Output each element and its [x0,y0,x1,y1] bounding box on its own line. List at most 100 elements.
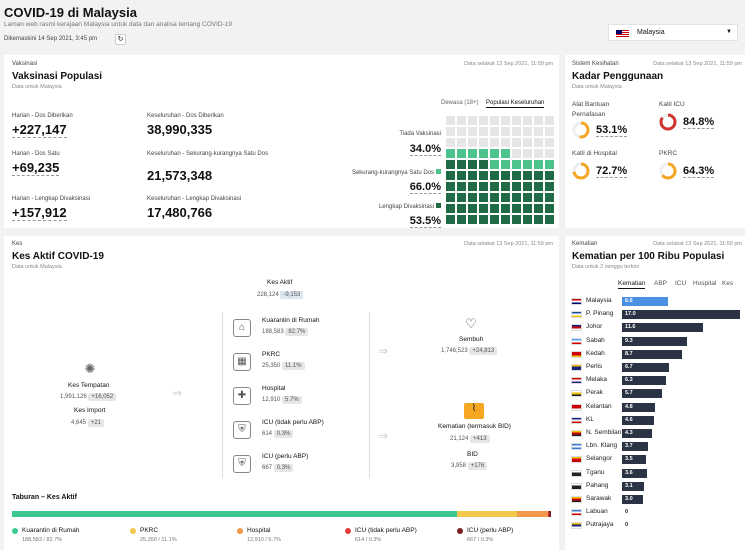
bid-delta: +176 [467,462,488,470]
waffle-cell [457,193,466,202]
local-cases-count: 1,991,126 [60,394,87,400]
utilization-ring-icon [572,121,590,139]
state-value: 4.8 [625,403,633,410]
state-value: 6.7 [625,364,633,370]
state-bar [622,442,648,452]
vaccination-waffle-grid [446,116,556,226]
state-flag-icon [571,364,582,371]
state-row[interactable]: Kelantan 4.8 [569,402,744,413]
state-row[interactable]: Pahang 3.1 [569,481,744,492]
state-row[interactable]: Perak 5.7 [569,388,744,399]
tab-hospital[interactable]: Hospital [693,280,717,287]
recovered-icon: ♡ [465,316,477,331]
deaths-icon: ⌇ [464,403,484,419]
state-row[interactable]: Johor 11.6 [569,322,744,333]
state-value: 3.7 [625,443,633,450]
tab-icu[interactable]: ICU [675,280,687,287]
deaths-label: Kematian (termasuk BID) [438,423,511,430]
deaths-value: 21,124 +413 [450,435,490,443]
tab-abp[interactable]: ABP [654,280,668,287]
legend-swatch-icon [436,169,441,174]
state-row[interactable]: N. Sembilan 4.3 [569,428,744,439]
tab-kematian[interactable]: Kematian [618,280,646,289]
waffle-cell [545,116,554,125]
state-row[interactable]: Putrajaya 0 [569,520,744,531]
category-count: 614 [262,431,273,437]
vaccination-stat-label: Harian - Dos Satu [12,151,60,157]
waffle-cell [446,182,455,191]
waffle-cell [490,182,499,191]
state-row[interactable]: P. Pinang 17.0 [569,309,744,320]
waffle-cell [523,149,532,158]
state-name: KL [586,415,594,423]
waffle-cell [534,171,543,180]
state-name: N. Sembilan [586,429,622,436]
state-row[interactable]: Sabah 9.3 [569,336,744,347]
waffle-cell [490,204,499,213]
legend-label: PKRC [140,527,159,534]
state-value: 0 [625,522,629,529]
tab-total-population[interactable]: Populasi Keseluruhan [486,100,545,108]
category-icon: ⛨ [233,455,251,473]
waffle-cell [545,204,554,213]
waffle-cell [534,160,543,169]
waffle-cell [457,171,466,180]
vaccination-stat-value: +157,912 [12,205,67,221]
state-name: Melaka [586,376,607,384]
deaths-card: Kematian Data selakat 13 Sep 2021, 11:59… [565,236,745,550]
state-row[interactable]: KL 4.6 [569,415,744,426]
waffle-cell [479,160,488,169]
state-row[interactable]: Kedah 8.7 [569,349,744,360]
category-pct: 82.7% [285,328,309,336]
waffle-cell [446,160,455,169]
state-row[interactable]: Sarawak 3.0 [569,494,744,505]
waffle-cell [479,204,488,213]
waffle-cell [490,160,499,169]
state-row[interactable]: Lbn. Klang 3.7 [569,441,744,452]
waffle-cell [446,138,455,147]
state-flag-icon [571,403,582,411]
waffle-cell [523,160,532,169]
waffle-cell [501,204,510,213]
state-row[interactable]: Selangor 3.5 [569,454,744,465]
waffle-cell [457,215,466,224]
waffle-cell [512,127,521,136]
malaysia-flag-icon [616,30,629,37]
state-value: 4.6 [625,416,633,423]
card-title: Kes Aktif COVID-19 [12,251,104,262]
waffle-cell [479,193,488,202]
active-cases-delta: -9,153 [280,291,304,299]
state-bar [622,481,644,491]
waffle-cell [501,138,510,147]
data-asof: Data selakat 13 Sep 2021, 11:59 pm [653,241,742,247]
vaccination-breakdown-label: Tiada Vaksinasi [399,131,441,137]
state-row[interactable]: Tganu 3.6 [569,468,744,479]
vaccination-breakdown-value: 34.0% [409,143,441,156]
waffle-cell [457,138,466,147]
tab-adults[interactable]: Dewasa (18+) [441,100,479,106]
state-row[interactable]: Melaka 6.3 [569,375,744,386]
category-value: 614 0.3% [262,430,294,438]
breakdown-label-text: Tiada Vaksinasi [399,131,441,137]
category-label: ICU (perlu ABP) [262,453,309,460]
bid-label: BID [467,451,478,458]
refresh-button[interactable]: ↻ [115,34,126,45]
waffle-cell [501,149,510,158]
vaccination-stat-label: Harian - Lengkap Divaksinasi [12,196,91,202]
state-row[interactable]: Malaysia 6.6 [569,296,744,307]
waffle-cell [457,127,466,136]
waffle-cell [534,149,543,158]
state-flag-icon [571,496,582,503]
state-row[interactable]: Labuan 0 [569,507,744,518]
state-flag-icon [571,337,582,345]
state-flag-icon [571,377,582,385]
state-name: Perlis [586,363,603,370]
tab-kes[interactable]: Kes [722,280,734,287]
state-name: Labuan [586,508,608,516]
state-bar [622,297,668,306]
country-select[interactable]: Malaysia ▼ [608,24,738,41]
waffle-cell [523,193,532,202]
category-icon: ✚ [233,387,251,405]
state-row[interactable]: Perlis 6.7 [569,362,744,373]
category-count: 25,350 [262,363,281,369]
